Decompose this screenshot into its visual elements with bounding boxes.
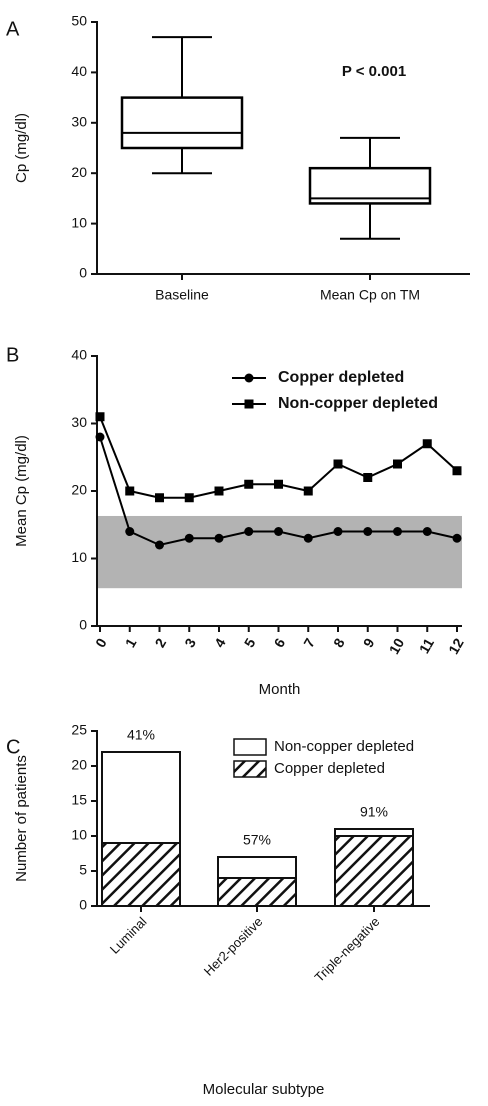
x-tick-label: Baseline (155, 287, 209, 303)
x-tick-label: 11 (416, 635, 437, 656)
bar-segment (334, 835, 414, 907)
marker (155, 493, 164, 503)
y-tick-label: 30 (71, 114, 87, 130)
marker (452, 466, 462, 476)
y-tick-label: 5 (79, 862, 87, 878)
y-tick-label: 40 (71, 347, 87, 363)
y-tick-label: 0 (79, 265, 87, 281)
legend-label: Non-copper depleted (278, 395, 438, 412)
x-tick-label: Mean Cp on TM (320, 287, 420, 303)
y-axis-label: Number of patients (13, 755, 30, 882)
marker (303, 486, 313, 496)
y-tick-label: 30 (71, 414, 87, 430)
box (120, 96, 244, 150)
y-axis-label: Cp (mg/dl) (13, 113, 30, 183)
legend-marker (244, 399, 254, 409)
marker (184, 533, 194, 543)
marker (95, 412, 105, 422)
y-tick-label: 40 (71, 63, 87, 79)
marker (244, 527, 254, 536)
panel-letter: B (6, 344, 19, 366)
percent-label: 57% (243, 832, 271, 848)
y-tick-label: 10 (71, 214, 87, 230)
y-tick-label: 20 (71, 482, 87, 498)
marker (274, 527, 283, 536)
marker (363, 527, 373, 536)
bar-segment (101, 751, 181, 844)
x-axis-label: Month (259, 681, 301, 698)
legend-label: Copper depleted (274, 760, 385, 777)
legend-swatch (233, 760, 267, 778)
marker (125, 486, 135, 496)
marker (393, 459, 402, 469)
y-tick-label: 50 (71, 13, 87, 29)
legend-label: Non-copper depleted (274, 738, 414, 755)
bar-segment (217, 877, 297, 907)
y-tick-label: 10 (71, 549, 87, 565)
marker (333, 459, 343, 469)
marker (244, 479, 254, 489)
marker (422, 527, 432, 536)
marker (155, 540, 164, 550)
percent-label: 91% (360, 804, 388, 820)
marker (274, 479, 283, 489)
legend-label: Copper depleted (278, 369, 404, 386)
shaded-range (97, 515, 462, 589)
legend-marker (244, 373, 254, 383)
marker (95, 432, 105, 442)
x-axis-label: Molecular subtype (203, 1081, 325, 1098)
y-tick-label: 0 (79, 617, 87, 633)
panel-letter: C (6, 736, 20, 758)
legend-swatch (233, 738, 267, 756)
bar-segment (334, 828, 414, 837)
panel-letter: A (6, 18, 20, 40)
x-tick-label: 10 (386, 635, 408, 657)
marker (214, 486, 224, 496)
y-axis-label: Mean Cp (mg/dl) (13, 435, 30, 547)
marker (333, 527, 343, 536)
y-tick-label: 10 (71, 827, 87, 843)
y-tick-label: 0 (79, 897, 87, 913)
y-tick-label: 20 (71, 164, 87, 180)
percent-label: 41% (127, 727, 155, 743)
bar-segment (217, 856, 297, 879)
marker (303, 533, 313, 543)
marker (363, 473, 373, 482)
marker (422, 439, 432, 449)
marker (184, 493, 194, 503)
annotation: P < 0.001 (342, 63, 406, 80)
marker (125, 527, 135, 536)
marker (214, 533, 224, 543)
bar-segment (101, 842, 181, 907)
x-tick-label: 12 (445, 635, 467, 657)
y-tick-label: 25 (71, 722, 87, 738)
y-tick-label: 15 (71, 792, 87, 808)
y-tick-label: 20 (71, 757, 87, 773)
marker (452, 533, 462, 543)
marker (393, 527, 402, 536)
